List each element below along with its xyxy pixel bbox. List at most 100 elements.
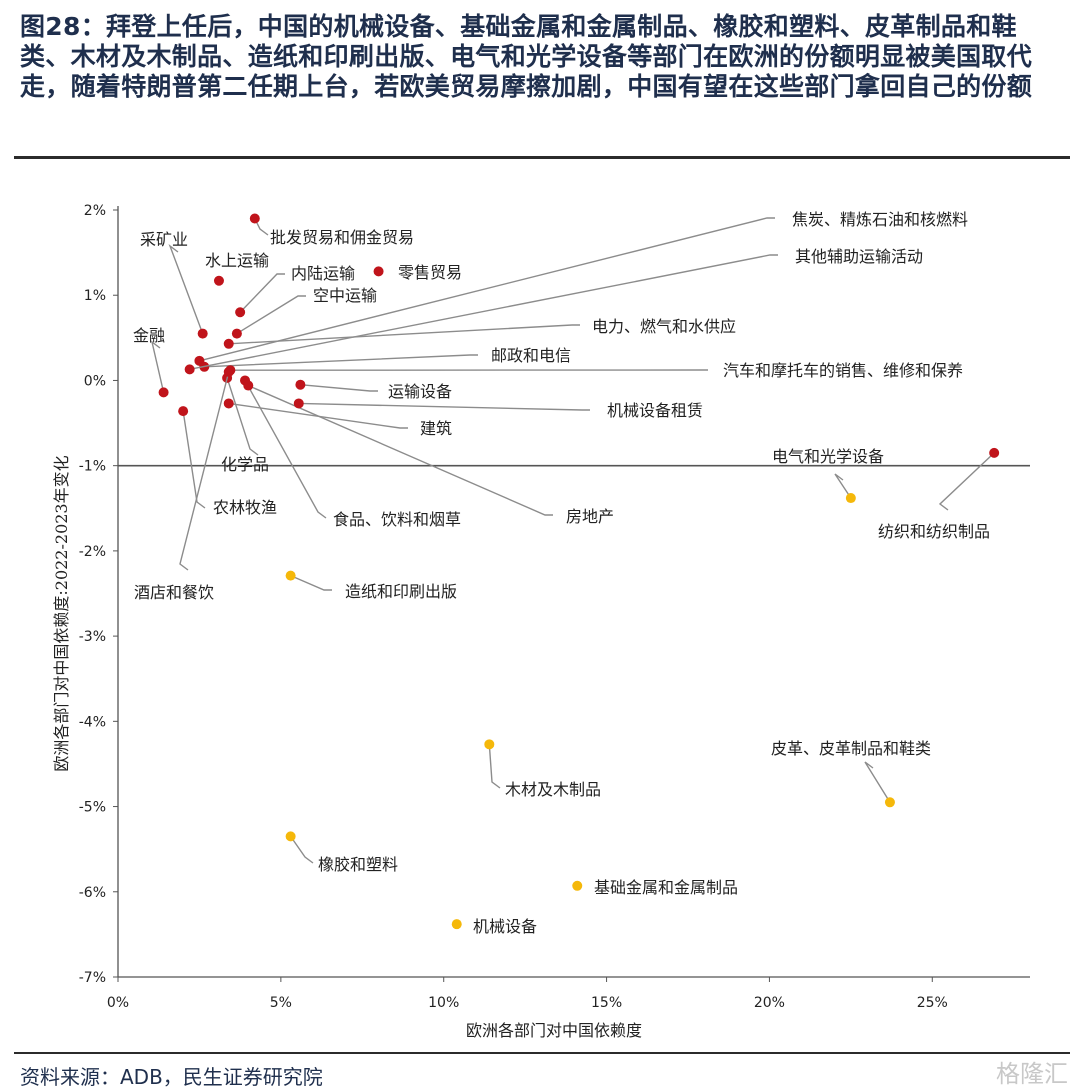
point-marker [989,448,999,458]
y-tick-label: -5% [79,800,106,816]
point-marker [235,307,245,317]
point-label: 采矿业 [140,230,188,249]
point-marker [295,380,305,390]
data-point: 造纸和印刷出版 [286,571,457,601]
watermark-logo: 格隆汇 [996,1054,1068,1089]
point-label: 食品、饮料和烟草 [333,510,461,529]
x-tick-label: 0% [107,995,129,1011]
data-point: 汽车和摩托车的销售、维修和保养 [225,361,963,380]
leader-line [299,403,590,410]
point-marker [159,387,169,397]
y-tick-label: -7% [79,970,106,986]
point-marker [286,831,296,841]
data-point: 采矿业 [140,230,208,339]
point-label: 机械设备 [473,917,537,936]
leader-line [300,385,378,391]
point-label: 电力、燃气和水供应 [592,317,736,336]
leader-line [152,342,164,392]
leader-line [170,246,203,334]
x-tick-label: 15% [591,995,622,1011]
data-point: 机械设备 [452,917,537,936]
point-label: 零售贸易 [398,263,462,282]
point-label: 纺织和纺织制品 [878,522,990,541]
point-label: 水上运输 [205,251,269,270]
y-axis-label: 欧洲各部门对中国依赖度:2022-2023年变化 [52,455,71,771]
x-tick-label: 5% [270,995,292,1011]
x-tick-label: 25% [917,995,948,1011]
data-point: 空中运输 [232,286,377,339]
point-label: 房地产 [566,507,614,526]
point-label: 造纸和印刷出版 [345,582,457,601]
data-point: 电力、燃气和水供应 [224,317,736,349]
leader-line [248,386,553,515]
point-marker [224,398,234,408]
leader-line [227,378,258,455]
point-marker [178,406,188,416]
point-label: 内陆运输 [291,264,355,283]
point-label: 邮政和电信 [491,346,571,365]
point-marker [286,571,296,581]
point-marker [250,214,260,224]
data-point: 机械设备租赁 [294,398,703,420]
x-axis-label: 欧洲各部门对中国依赖度 [466,1021,642,1040]
y-tick-label: -6% [79,885,106,901]
point-label: 建筑 [420,419,452,438]
leader-line [291,836,313,863]
point-label: 橡胶和塑料 [318,855,398,874]
y-tick-label: 2% [84,203,106,219]
data-point: 批发贸易和佣金贸易 [250,214,414,247]
y-tick-label: 1% [84,288,106,304]
point-marker [185,364,195,374]
point-marker [243,381,253,391]
point-marker [885,797,895,807]
point-marker [484,739,494,749]
data-point: 金融 [133,326,169,397]
leader-line [237,296,306,334]
data-point: 纺织和纺织制品 [878,448,999,541]
point-label: 酒店和餐饮 [134,583,214,602]
point-label: 金融 [133,326,165,345]
point-marker [224,339,234,349]
point-label: 农林牧渔 [213,498,277,517]
leader-line [229,325,580,344]
point-marker [452,919,462,929]
point-marker [294,398,304,408]
x-tick-label: 20% [754,995,785,1011]
y-tick-label: -2% [79,544,106,560]
point-label: 化学品 [221,455,269,474]
point-label: 焦炭、精炼石油和核燃料 [792,210,968,229]
data-point: 电气和光学设备 [772,447,884,503]
point-label: 电气和光学设备 [772,447,884,466]
data-point: 橡胶和塑料 [286,831,398,874]
leader-line [229,403,408,428]
data-point: 邮政和电信 [199,346,571,372]
y-tick-label: -4% [79,714,106,730]
y-tick-label: -3% [79,629,106,645]
y-tick-label: -1% [79,459,106,475]
data-point: 木材及木制品 [484,739,601,799]
point-label: 皮革、皮革制品和鞋类 [771,739,931,758]
point-label: 汽车和摩托车的销售、维修和保养 [723,361,963,380]
point-label: 木材及木制品 [505,780,601,799]
data-point: 水上运输 [205,251,269,286]
data-point: 零售贸易 [374,263,462,282]
point-marker [214,276,224,286]
data-point: 皮革、皮革制品和鞋类 [771,739,931,807]
leader-line [865,762,890,802]
point-marker [374,266,384,276]
data-point: 基础金属和金属制品 [572,878,738,897]
leader-line [190,255,778,369]
data-point: 酒店和餐饮 [134,367,234,602]
leader-line [204,355,478,367]
point-marker [846,493,856,503]
point-label: 基础金属和金属制品 [594,878,738,897]
point-marker [198,329,208,339]
x-tick-label: 10% [428,995,459,1011]
y-tick-label: 0% [84,373,106,389]
data-point: 运输设备 [295,380,452,401]
leader-line [183,411,205,508]
point-marker [224,367,234,377]
point-label: 空中运输 [313,286,377,305]
source-note: 资料来源：ADB，民生证券研究院 [20,1061,323,1090]
